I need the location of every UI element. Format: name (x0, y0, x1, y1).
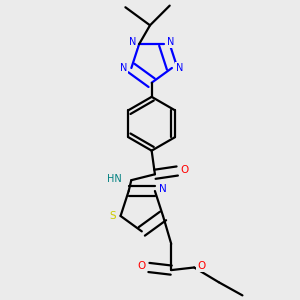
Text: N: N (176, 63, 184, 73)
Text: N: N (167, 37, 174, 46)
Text: S: S (110, 211, 116, 221)
Text: O: O (138, 262, 146, 272)
Text: N: N (129, 37, 136, 46)
Text: HN: HN (107, 174, 122, 184)
Text: N: N (159, 184, 167, 194)
Text: N: N (120, 63, 127, 73)
Text: O: O (180, 165, 189, 175)
Text: O: O (197, 261, 206, 271)
